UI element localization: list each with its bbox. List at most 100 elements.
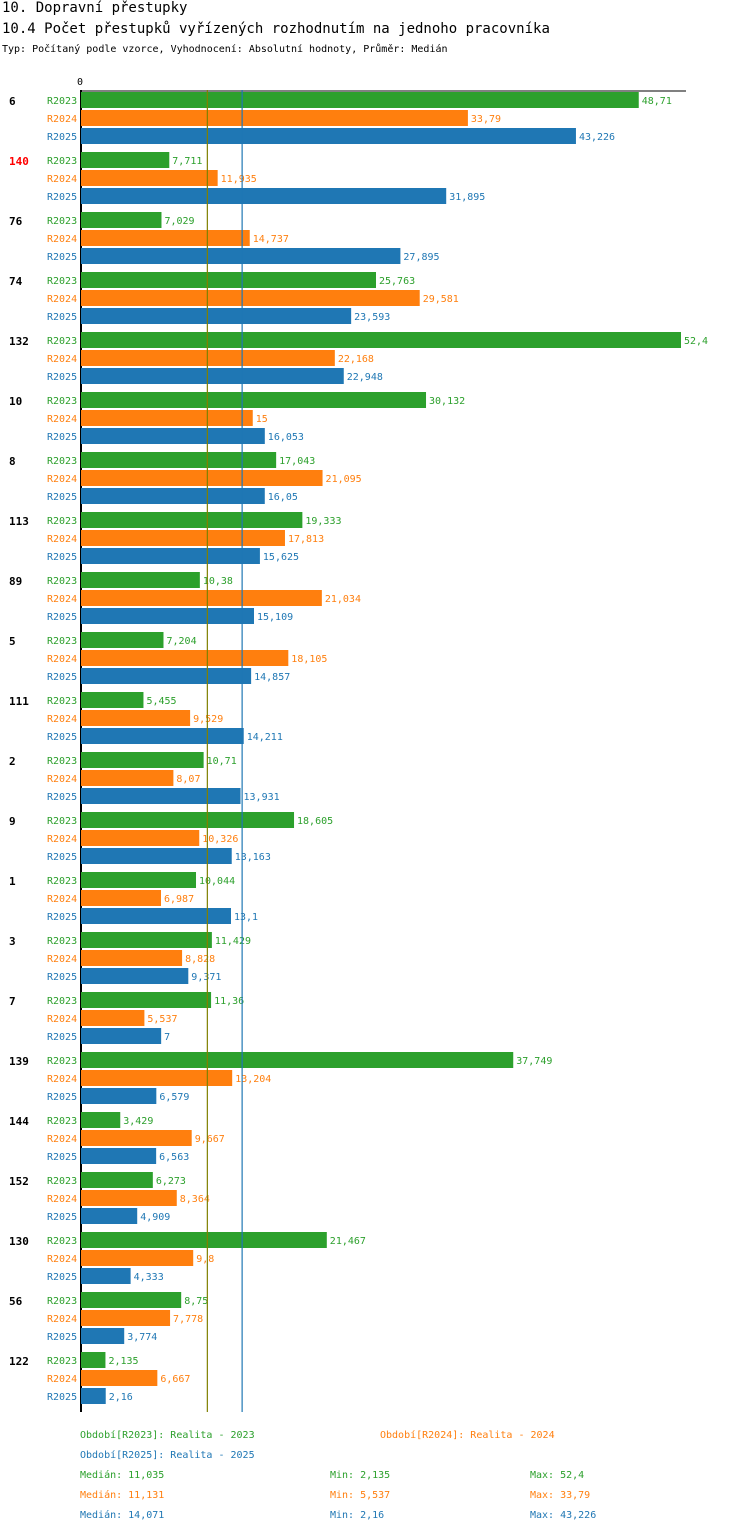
data-label: 8,07 <box>176 774 200 785</box>
category-label: 144 <box>9 1115 29 1128</box>
series-label: R2023 <box>47 1356 77 1367</box>
chart-info: Typ: Počítaný podle vzorce, Vyhodnocení:… <box>2 44 448 55</box>
data-label: 33,79 <box>471 114 501 125</box>
series-label: R2025 <box>47 852 77 863</box>
data-label: 18,605 <box>297 816 333 827</box>
category-label: 74 <box>9 275 23 288</box>
bar <box>81 1370 158 1386</box>
data-label: 4,909 <box>140 1212 170 1223</box>
bar <box>81 1112 121 1128</box>
data-label: 8,75 <box>184 1296 208 1307</box>
series-label: R2024 <box>47 534 77 545</box>
series-label: R2023 <box>47 1296 77 1307</box>
data-label: 6,579 <box>159 1092 189 1103</box>
series-label: R2025 <box>47 1152 77 1163</box>
bar <box>81 152 170 168</box>
category-label: 9 <box>9 815 16 828</box>
stat-max: Max: 33,79 <box>530 1490 590 1501</box>
category-label: 10 <box>9 395 22 408</box>
series-label: R2023 <box>47 996 77 1007</box>
data-label: 11,935 <box>221 174 257 185</box>
series-label: R2023 <box>47 636 77 647</box>
bar <box>81 410 253 426</box>
bar <box>81 788 241 804</box>
bar <box>81 770 174 786</box>
data-label: 3,774 <box>127 1332 157 1343</box>
series-label: R2025 <box>47 612 77 623</box>
series-label: R2023 <box>47 456 77 467</box>
category-label: 113 <box>9 515 29 528</box>
bar <box>81 1388 106 1404</box>
data-label: 14,857 <box>254 672 290 683</box>
bar <box>81 1328 125 1344</box>
data-label: 17,813 <box>288 534 324 545</box>
bar <box>81 1070 233 1086</box>
data-label: 16,053 <box>268 432 304 443</box>
bar <box>81 332 681 348</box>
data-label: 10,71 <box>207 756 237 767</box>
series-label: R2024 <box>47 234 77 245</box>
series-label: R2023 <box>47 816 77 827</box>
series-label: R2023 <box>47 1056 77 1067</box>
bar <box>81 470 323 486</box>
series-label: R2023 <box>47 96 77 107</box>
data-label: 8,364 <box>180 1194 210 1205</box>
bar <box>81 932 212 948</box>
series-label: R2024 <box>47 294 77 305</box>
data-label: 8,828 <box>185 954 215 965</box>
data-label: 6,667 <box>160 1374 190 1385</box>
series-label: R2025 <box>47 1212 77 1223</box>
data-label: 43,226 <box>579 132 615 143</box>
category-label: 8 <box>9 455 16 468</box>
series-label: R2025 <box>47 1272 77 1283</box>
series-label: R2024 <box>47 114 77 125</box>
bar <box>81 848 232 864</box>
data-label: 17,043 <box>279 456 315 467</box>
category-label: 111 <box>9 695 29 708</box>
series-label: R2024 <box>47 1194 77 1205</box>
data-label: 7,029 <box>164 216 194 227</box>
data-label: 25,763 <box>379 276 415 287</box>
bar <box>81 668 252 684</box>
series-label: R2024 <box>47 1014 77 1025</box>
series-label: R2025 <box>47 132 77 143</box>
series-label: R2025 <box>47 1032 77 1043</box>
bar <box>81 1232 327 1248</box>
bar <box>81 170 218 186</box>
stat-median: Medián: 11,131 <box>80 1489 164 1501</box>
series-label: R2025 <box>47 312 77 323</box>
data-label: 6,987 <box>164 894 194 905</box>
category-label: 2 <box>9 755 16 768</box>
bar <box>81 1172 153 1188</box>
bar <box>81 1010 145 1026</box>
bar <box>81 692 144 708</box>
category-label: 76 <box>9 215 23 228</box>
bar <box>81 1052 514 1068</box>
bar <box>81 632 164 648</box>
category-label: 132 <box>9 335 29 348</box>
data-label: 18,105 <box>291 654 327 665</box>
bar <box>81 290 420 306</box>
bar <box>81 128 576 144</box>
series-label: R2025 <box>47 432 77 443</box>
stat-min: Min: 2,135 <box>330 1470 390 1481</box>
category-label: 139 <box>9 1055 29 1068</box>
bar <box>81 1352 106 1368</box>
bar <box>81 212 162 228</box>
series-label: R2024 <box>47 654 77 665</box>
bar <box>81 1208 138 1224</box>
series-label: R2024 <box>47 954 77 965</box>
bar <box>81 1268 131 1284</box>
bar <box>81 452 277 468</box>
data-label: 23,593 <box>354 312 390 323</box>
bar <box>81 548 260 564</box>
data-label: 22,168 <box>338 354 374 365</box>
data-label: 48,71 <box>642 96 672 107</box>
series-label: R2024 <box>47 894 77 905</box>
series-label: R2025 <box>47 1392 77 1403</box>
bar <box>81 728 244 744</box>
series-label: R2023 <box>47 876 77 887</box>
series-label: R2023 <box>47 516 77 527</box>
data-label: 7,204 <box>166 636 196 647</box>
bar <box>81 392 427 408</box>
